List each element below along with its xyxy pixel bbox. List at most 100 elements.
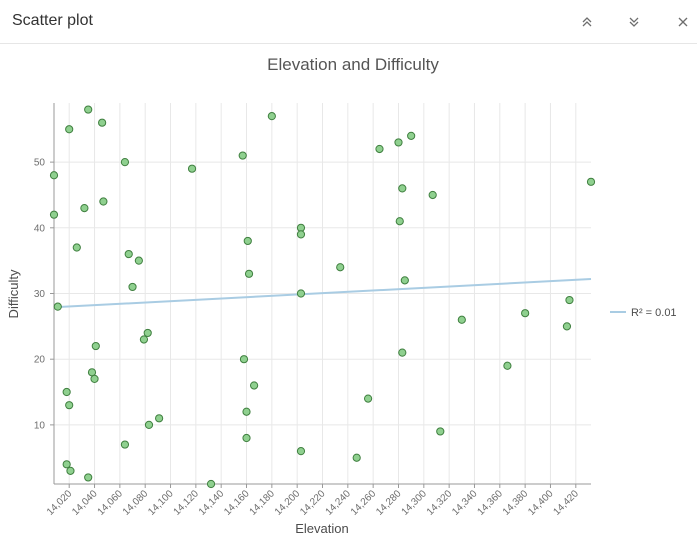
scatter-point[interactable] <box>143 328 152 338</box>
collapse-up-button[interactable] <box>575 10 599 34</box>
scatter-point[interactable] <box>521 309 530 318</box>
y-tick-label: 40 <box>34 223 46 234</box>
scatter-point[interactable] <box>139 335 149 344</box>
trend-line <box>53 278 592 309</box>
x-tick-label: 14,060 <box>96 488 126 518</box>
scatter-point[interactable] <box>62 460 71 469</box>
x-axis-title: Elevation <box>295 521 348 536</box>
scatter-point[interactable] <box>99 197 108 206</box>
scatter-point[interactable] <box>562 322 572 331</box>
scatter-point[interactable] <box>375 144 384 154</box>
scatter-point[interactable] <box>120 158 130 167</box>
scatter-point[interactable] <box>352 453 361 462</box>
scatter-point[interactable] <box>187 164 197 173</box>
x-axis-ticks: 14,02014,04014,06014,08014,10014,12014,1… <box>45 484 581 518</box>
panel-title: Scatter plot <box>12 12 93 29</box>
scatter-point[interactable] <box>242 407 251 416</box>
scatter-point[interactable] <box>336 263 345 272</box>
x-tick-label: 14,260 <box>349 488 379 518</box>
scatter-point[interactable] <box>395 217 404 226</box>
scatter-point[interactable] <box>457 315 466 324</box>
collapse-down-button[interactable] <box>622 10 646 34</box>
scatter-point[interactable] <box>144 420 154 429</box>
scatter-point[interactable] <box>155 414 164 423</box>
scatter-point[interactable] <box>238 151 247 160</box>
x-tick-label: 14,380 <box>501 488 531 518</box>
scatter-point[interactable] <box>398 184 407 193</box>
scatter-point[interactable] <box>565 295 574 305</box>
scatter-point[interactable] <box>503 361 512 370</box>
scatter-point[interactable] <box>243 236 252 246</box>
scatter-point[interactable] <box>120 440 130 449</box>
scatter-point[interactable] <box>428 190 437 200</box>
scatter-point[interactable] <box>80 204 89 213</box>
scatter-point[interactable] <box>53 302 62 311</box>
scatter-point[interactable] <box>296 447 306 456</box>
y-tick-label: 10 <box>34 420 46 431</box>
x-tick-label: 14,140 <box>197 488 227 518</box>
scatter-point[interactable] <box>91 341 100 351</box>
scatter-point[interactable] <box>239 355 249 364</box>
scatter-point[interactable] <box>49 171 59 180</box>
scatter-point[interactable] <box>296 230 306 239</box>
scatter-point[interactable] <box>124 249 133 259</box>
scatter-point[interactable] <box>244 269 254 278</box>
scatter-point[interactable] <box>84 105 93 114</box>
scatter-point[interactable] <box>72 243 81 252</box>
scatter-point[interactable] <box>267 112 276 121</box>
x-tick-label: 14,400 <box>526 488 556 518</box>
scatter-point[interactable] <box>407 131 416 140</box>
x-tick-label: 14,160 <box>222 488 252 518</box>
chart-title: Elevation and Difficulty <box>267 55 439 74</box>
close-button[interactable] <box>671 10 695 34</box>
scatter-point[interactable] <box>134 256 143 265</box>
scatter-point[interactable] <box>436 427 445 436</box>
scatter-point[interactable] <box>65 401 74 410</box>
scatter-point[interactable] <box>242 433 251 443</box>
x-tick-label: 14,200 <box>273 488 303 518</box>
scatter-point[interactable] <box>296 289 306 298</box>
y-tick-label: 50 <box>34 158 46 169</box>
x-tick-label: 14,040 <box>70 488 100 518</box>
scatter-point[interactable] <box>65 125 74 134</box>
y-tick-label: 20 <box>34 355 46 366</box>
double-chevron-down-icon <box>629 17 639 27</box>
x-tick-label: 14,320 <box>425 488 455 518</box>
scatter-point[interactable] <box>398 348 407 357</box>
scatter-point[interactable] <box>49 210 59 219</box>
close-icon <box>678 17 688 27</box>
scatter-point[interactable] <box>363 394 373 403</box>
scatter-point[interactable] <box>84 473 93 482</box>
x-tick-label: 14,080 <box>121 488 151 518</box>
y-axis-ticks: 10 20 30 40 50 <box>34 158 54 431</box>
x-tick-label: 14,300 <box>400 488 430 518</box>
scatter-point[interactable] <box>586 177 596 186</box>
data-points <box>49 105 596 489</box>
scatter-point[interactable] <box>206 479 216 489</box>
x-tick-label: 14,360 <box>476 488 506 518</box>
x-tick-label: 14,220 <box>298 488 328 518</box>
x-tick-label: 14,120 <box>172 488 202 518</box>
scatter-point[interactable] <box>90 374 99 383</box>
panel-header: Scatter plot <box>0 0 697 44</box>
scatter-point[interactable] <box>66 466 75 475</box>
scatter-point[interactable] <box>62 387 71 397</box>
x-tick-label: 14,100 <box>146 488 176 518</box>
legend-label: R² = 0.01 <box>631 307 677 319</box>
scatter-point[interactable] <box>98 118 107 127</box>
scatter-chart: Elevation and Difficulty 14,02014,04014,… <box>6 55 677 536</box>
scatter-point[interactable] <box>250 381 259 390</box>
x-tick-label: 14,180 <box>248 488 278 518</box>
x-tick-label: 14,020 <box>45 488 75 518</box>
x-tick-label: 14,340 <box>450 488 480 518</box>
x-tick-label: 14,420 <box>552 488 582 518</box>
y-tick-label: 30 <box>34 289 46 300</box>
chart-legend[interactable]: R² = 0.01 <box>610 307 677 319</box>
trend-line-layer <box>53 278 592 309</box>
x-tick-label: 14,240 <box>324 488 354 518</box>
y-axis-title: Difficulty <box>6 269 21 318</box>
scatter-point[interactable] <box>394 138 403 147</box>
scatter-point[interactable] <box>128 282 137 292</box>
double-chevron-up-icon <box>582 17 592 27</box>
scatter-point[interactable] <box>400 276 409 285</box>
